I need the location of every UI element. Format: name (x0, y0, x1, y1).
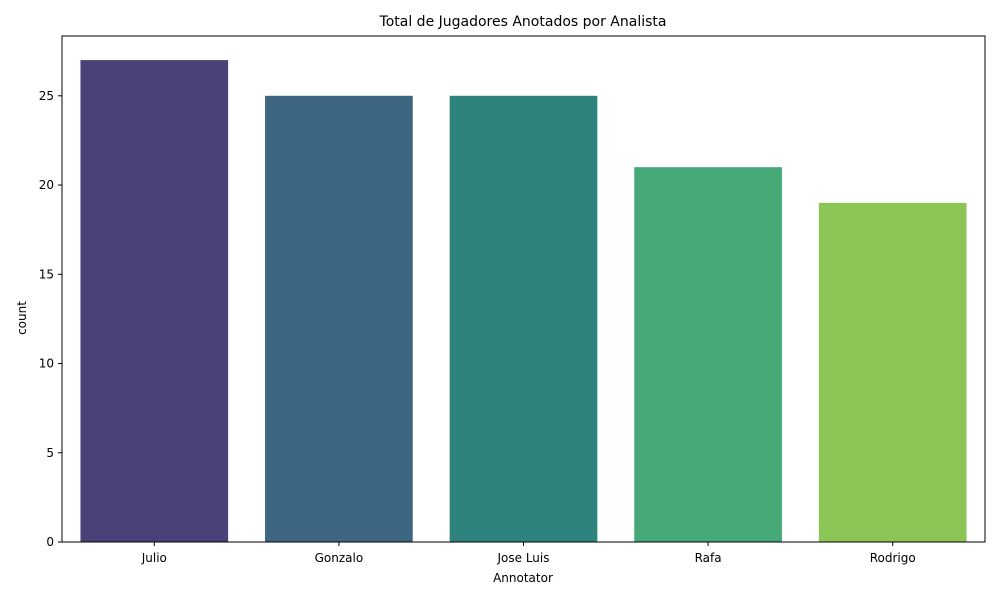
x-tick-label: Rafa (695, 551, 722, 565)
plot-frame (61, 35, 986, 543)
x-tick-label: Rodrigo (870, 551, 916, 565)
x-axis-title: Annotator (493, 571, 553, 585)
x-tick-label: Gonzalo (315, 551, 364, 565)
bar-gonzalo (265, 95, 413, 543)
y-axis: 0 5 10 15 20 25 (39, 89, 62, 549)
y-tick-label: 20 (39, 178, 54, 192)
y-tick-label: 0 (46, 535, 54, 549)
bar-rafa (634, 167, 782, 542)
y-tick-label: 15 (39, 267, 54, 281)
y-tick-label: 25 (39, 89, 54, 103)
y-axis-title: count (15, 301, 29, 335)
bars-group (80, 60, 967, 543)
bar-jose-luis (449, 95, 598, 543)
y-tick-label: 10 (39, 357, 54, 371)
chart-title: Total de Jugadores Anotados por Analista (379, 14, 667, 30)
x-axis: Julio Gonzalo Jose Luis Rafa Rodrigo (141, 542, 916, 565)
x-tick-label: Julio (141, 551, 167, 565)
bar-julio (80, 60, 229, 542)
bar-rodrigo (818, 202, 967, 542)
y-tick-label: 5 (46, 446, 54, 460)
x-tick-label: Jose Luis (497, 551, 550, 565)
